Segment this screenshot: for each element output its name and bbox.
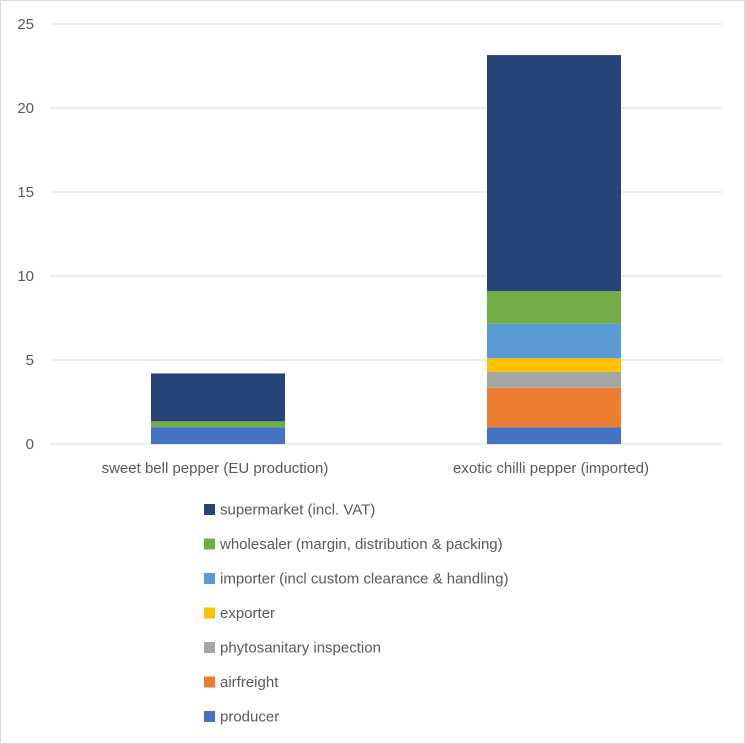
legend-item: supermarket (incl. VAT) (204, 502, 375, 519)
legend-label: supermarket (incl. VAT) (220, 502, 375, 519)
bar-segment (487, 387, 621, 428)
y-tick-label: 15 (17, 184, 34, 201)
bar-segment (487, 55, 621, 292)
legend-label: importer (incl custom clearance & handli… (220, 571, 508, 588)
legend-swatch (204, 504, 215, 515)
legend-item: exporter (204, 605, 275, 622)
bar-segment (487, 371, 621, 388)
legend-item: importer (incl custom clearance & handli… (204, 571, 508, 588)
legend-item: producer (204, 709, 279, 726)
legend-swatch (204, 538, 215, 550)
y-tick-label: 10 (17, 268, 34, 285)
legend-item: airfreight (204, 674, 279, 691)
bar-segment (151, 421, 285, 428)
legend-swatch (204, 573, 215, 584)
legend-item: wholesaler (margin, distribution & packi… (204, 536, 503, 553)
y-axis-ticks: 0 5 10 15 20 25 (17, 16, 34, 453)
bar-segment (487, 427, 621, 444)
bar-segment (151, 427, 285, 444)
legend-label: phytosanitary inspection (220, 640, 381, 657)
legend-item: phytosanitary inspection (204, 640, 381, 657)
gridlines (50, 23, 722, 445)
legend-label: producer (220, 709, 279, 726)
bar-segment (151, 373, 285, 422)
legend-label: wholesaler (margin, distribution & packi… (219, 536, 503, 553)
y-tick-label: 25 (17, 16, 34, 33)
x-axis-categories: sweet bell pepper (EU production) exotic … (102, 460, 649, 477)
y-tick-label: 0 (26, 436, 34, 453)
legend-swatch (204, 642, 215, 653)
bar-segment (487, 358, 621, 372)
legend-label: airfreight (220, 674, 279, 691)
legend-swatch (204, 711, 215, 722)
legend-label: exporter (220, 605, 275, 622)
x-category-label: sweet bell pepper (EU production) (102, 460, 329, 477)
legend: supermarket (incl. VAT) wholesaler (margi… (204, 502, 508, 726)
legend-swatch (204, 676, 215, 688)
y-tick-label: 20 (17, 100, 34, 117)
bars (151, 55, 621, 444)
legend-swatch (204, 607, 215, 619)
bar-segment (487, 291, 621, 324)
bar-segment (487, 323, 621, 359)
x-category-label: exotic chilli pepper (imported) (453, 460, 649, 477)
y-tick-label: 5 (26, 352, 34, 369)
